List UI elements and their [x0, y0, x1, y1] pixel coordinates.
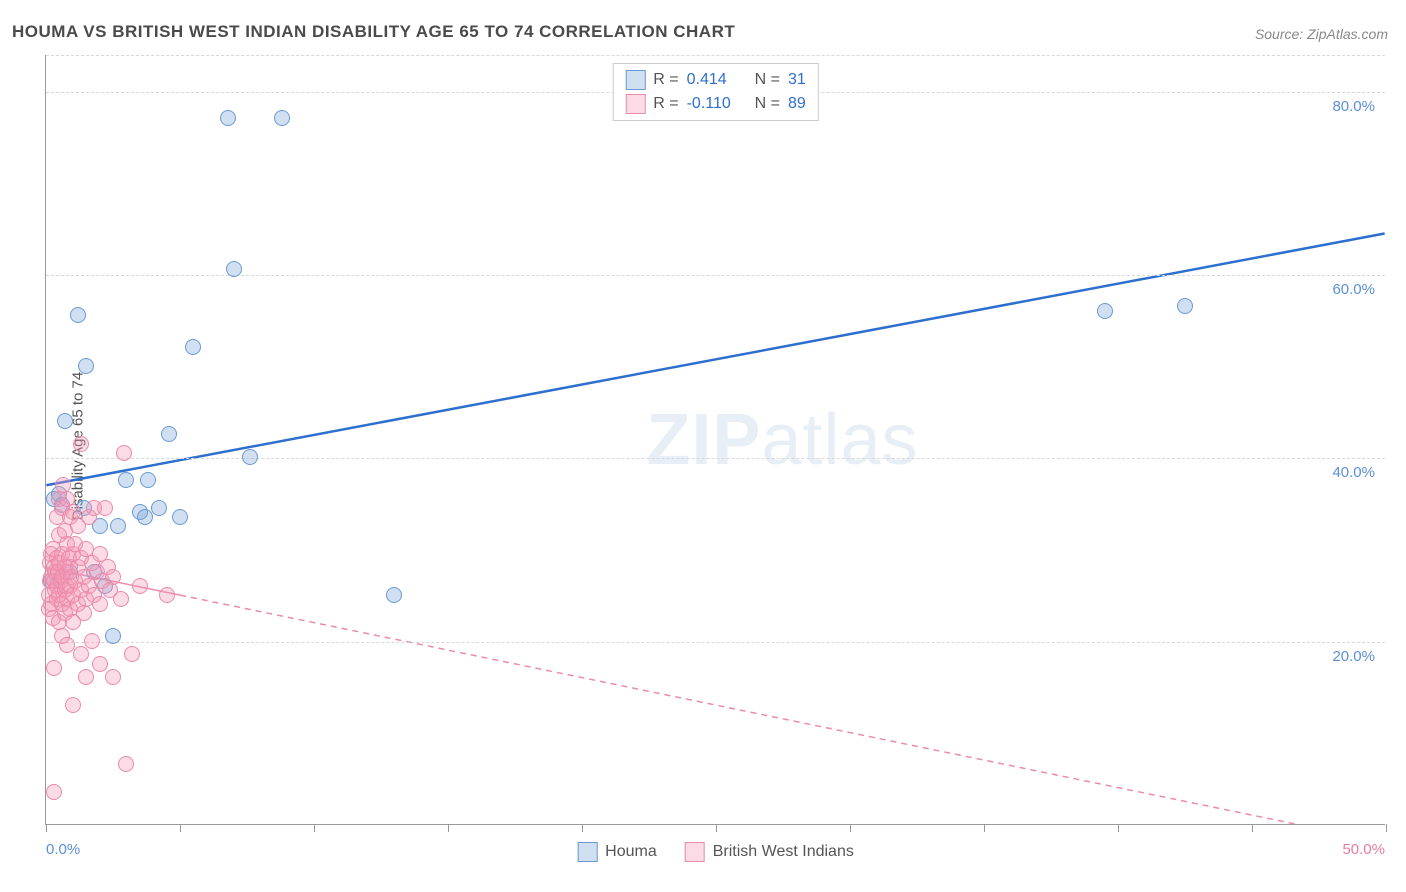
scatter-point — [172, 509, 188, 525]
scatter-point — [1177, 298, 1193, 314]
scatter-point — [226, 261, 242, 277]
legend-stats-row: R = -0.110 N = 89 — [625, 92, 805, 116]
legend-series-item: British West Indians — [685, 842, 854, 862]
legend-r-value: 0.414 — [687, 68, 747, 92]
scatter-point — [124, 646, 140, 662]
scatter-point — [78, 358, 94, 374]
scatter-point — [78, 669, 94, 685]
chart-title: HOUMA VS BRITISH WEST INDIAN DISABILITY … — [12, 22, 735, 42]
legend-n-label: N = — [755, 92, 780, 116]
scatter-point — [76, 605, 92, 621]
scatter-point — [242, 449, 258, 465]
regression-lines — [46, 55, 1385, 824]
legend-swatch — [577, 842, 597, 862]
scatter-point — [70, 307, 86, 323]
legend-series-label: Houma — [605, 843, 657, 861]
scatter-point — [110, 518, 126, 534]
scatter-point — [105, 569, 121, 585]
scatter-point — [274, 110, 290, 126]
legend-swatch — [625, 70, 645, 90]
scatter-point — [73, 436, 89, 452]
legend-series-label: British West Indians — [713, 843, 854, 861]
scatter-point — [116, 445, 132, 461]
scatter-point — [185, 339, 201, 355]
watermark: ZIPatlas — [646, 399, 918, 481]
x-tick-mark — [314, 824, 315, 832]
scatter-point — [161, 426, 177, 442]
scatter-point — [97, 500, 113, 516]
scatter-point — [84, 633, 100, 649]
scatter-point — [132, 578, 148, 594]
x-tick-mark — [448, 824, 449, 832]
legend-stats-row: R = 0.414 N = 31 — [625, 68, 805, 92]
scatter-point — [386, 587, 402, 603]
x-tick-mark — [1252, 824, 1253, 832]
x-tick-mark — [46, 824, 47, 832]
legend-n-label: N = — [755, 68, 780, 92]
x-tick-label-right: 50.0% — [1342, 841, 1385, 858]
scatter-point — [140, 472, 156, 488]
gridline — [46, 642, 1385, 643]
legend-r-label: R = — [653, 92, 678, 116]
x-tick-mark — [1386, 824, 1387, 832]
y-tick-label: 80.0% — [1332, 98, 1375, 115]
scatter-point — [1097, 303, 1113, 319]
x-tick-mark — [1118, 824, 1119, 832]
scatter-point — [57, 413, 73, 429]
gridline — [46, 275, 1385, 276]
legend-r-value: -0.110 — [687, 92, 747, 116]
chart-source: Source: ZipAtlas.com — [1255, 26, 1388, 42]
scatter-point — [92, 596, 108, 612]
legend-stats: R = 0.414 N = 31 R = -0.110 N = 89 — [612, 63, 818, 121]
plot-area: ZIPatlas 20.0%40.0%60.0%80.0%0.0%50.0%R … — [45, 55, 1385, 825]
legend-n-value: 89 — [788, 92, 806, 116]
legend-swatch — [685, 842, 705, 862]
x-tick-mark — [582, 824, 583, 832]
scatter-point — [46, 784, 62, 800]
scatter-point — [105, 628, 121, 644]
x-tick-mark — [180, 824, 181, 832]
scatter-point — [73, 646, 89, 662]
legend-series-item: Houma — [577, 842, 657, 862]
chart-container: HOUMA VS BRITISH WEST INDIAN DISABILITY … — [0, 0, 1406, 892]
scatter-point — [65, 697, 81, 713]
scatter-point — [113, 591, 129, 607]
gridline — [46, 55, 1385, 56]
x-tick-label-left: 0.0% — [46, 841, 80, 858]
scatter-point — [118, 472, 134, 488]
y-tick-label: 40.0% — [1332, 464, 1375, 481]
legend-series: Houma British West Indians — [577, 842, 854, 862]
legend-n-value: 31 — [788, 68, 806, 92]
scatter-point — [118, 756, 134, 772]
legend-r-label: R = — [653, 68, 678, 92]
y-tick-label: 60.0% — [1332, 281, 1375, 298]
scatter-point — [151, 500, 167, 516]
scatter-point — [220, 110, 236, 126]
scatter-point — [159, 587, 175, 603]
x-tick-mark — [716, 824, 717, 832]
scatter-point — [105, 669, 121, 685]
x-tick-mark — [984, 824, 985, 832]
x-tick-mark — [850, 824, 851, 832]
scatter-point — [46, 660, 62, 676]
legend-swatch — [625, 94, 645, 114]
scatter-point — [92, 656, 108, 672]
y-tick-label: 20.0% — [1332, 648, 1375, 665]
